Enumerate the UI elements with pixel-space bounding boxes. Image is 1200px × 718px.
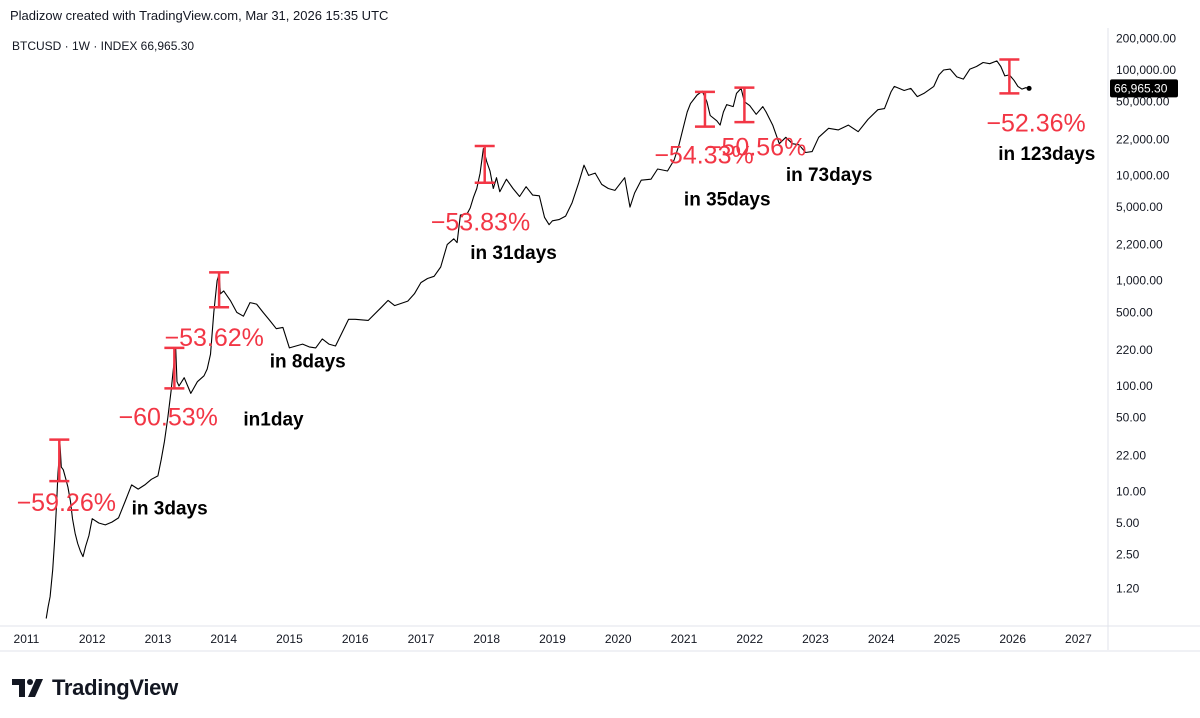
drawdown-duration-label: in 8days	[270, 351, 346, 372]
drawdown-percent-label: −53.83%	[431, 208, 530, 236]
symbol-label[interactable]: BTCUSD · 1W · INDEX 66,965.30	[12, 39, 194, 53]
price-tick-label: 10,000.00	[1116, 168, 1170, 182]
price-axis[interactable]: 200,000.00 100,000.00 50,000.00 22,000.00 10…	[1116, 31, 1176, 595]
drawdown-duration-label: in1day	[243, 410, 304, 431]
price-tick-label: 5,000.00	[1116, 200, 1163, 214]
price-tick-label: 5.00	[1116, 516, 1140, 530]
time-tick-label: 2024	[868, 632, 895, 646]
tradingview-logo-icon	[12, 679, 43, 697]
last-price-marker: 66,965.30	[1110, 79, 1178, 98]
last-price-badge-label: 66,965.30	[1114, 81, 1168, 95]
price-tick-label: 500.00	[1116, 305, 1153, 319]
time-tick-label: 2016	[342, 632, 369, 646]
drawdown-duration-label: in 73days	[786, 165, 873, 186]
tradingview-logo[interactable]: TradingView	[12, 674, 178, 702]
time-tick-label: 2014	[210, 632, 237, 646]
time-tick-label: 2013	[145, 632, 172, 646]
drawdown-duration-label: in 35days	[684, 189, 771, 210]
price-tick-label: 50.00	[1116, 411, 1146, 425]
time-tick-label: 2012	[79, 632, 106, 646]
drawdown-percent-label: −60.53%	[118, 404, 217, 432]
price-tick-label: 10.00	[1116, 484, 1146, 498]
last-price-badge	[1110, 79, 1178, 98]
chart-frame	[0, 28, 1200, 652]
time-tick-label: 2018	[473, 632, 500, 646]
tradingview-logo-text: TradingView	[52, 675, 178, 700]
price-tick-label: 22.00	[1116, 448, 1146, 462]
time-tick-label: 2011	[14, 632, 40, 646]
time-tick-label: 2015	[276, 632, 303, 646]
time-tick-label: 2027	[1065, 632, 1092, 646]
price-line	[45, 60, 1030, 619]
time-tick-label: 2026	[999, 632, 1026, 646]
chart-credit: Pladizow created with TradingView.com, M…	[10, 8, 389, 23]
time-axis[interactable]: 2011 2012 2013 2014 2015 2016 2017 2018 2019 2020…	[14, 632, 1093, 646]
price-tick-label: 50,000.00	[1116, 95, 1170, 109]
time-tick-label: 2023	[802, 632, 829, 646]
last-point-dot	[1026, 85, 1032, 91]
time-tick-label: 2025	[934, 632, 961, 646]
price-tick-label: 1.20	[1116, 581, 1140, 595]
drawdown-percent-label: −54.33%	[654, 141, 753, 169]
price-tick-label: 220.00	[1116, 343, 1153, 357]
drawdown-annotations: −59.26% in 3days −60.53% in1day −53.62% in 8d…	[17, 58, 1095, 520]
drawdown-percent-label: −52.36%	[986, 110, 1085, 138]
time-tick-label: 2017	[408, 632, 435, 646]
drawdown-percent-label: −50.56%	[707, 133, 806, 161]
price-tick-label: 100,000.00	[1116, 63, 1176, 77]
drawdown-duration-label: in 3days	[132, 499, 208, 520]
drawdown-percent-label: −59.26%	[17, 489, 116, 517]
time-tick-label: 2021	[671, 632, 698, 646]
drawdown-percent-label: −53.62%	[165, 324, 264, 352]
price-tick-label: 1,000.00	[1116, 274, 1163, 288]
time-tick-label: 2022	[736, 632, 763, 646]
drawdown-duration-label: in 123days	[998, 144, 1095, 165]
price-tick-label: 100.00	[1116, 379, 1153, 393]
price-tick-label: 2.50	[1116, 548, 1140, 562]
drawdown-duration-label: in 31days	[470, 243, 557, 264]
price-tick-label: 2,200.00	[1116, 238, 1163, 252]
price-tick-label: 22,000.00	[1116, 132, 1170, 146]
price-series	[45, 60, 1032, 619]
time-tick-label: 2019	[539, 632, 566, 646]
time-tick-label: 2020	[605, 632, 632, 646]
price-tick-label: 200,000.00	[1116, 31, 1176, 45]
